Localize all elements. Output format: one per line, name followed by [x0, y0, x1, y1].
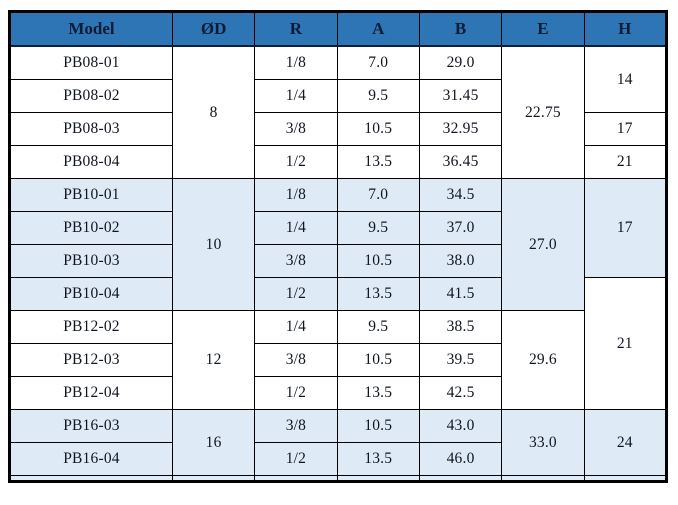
cell-model: PB12-04	[9, 376, 173, 410]
cell-b: 29.0	[418, 45, 503, 80]
table-row: PB10-01 10 1/8 7.0 34.5 27.0 17	[9, 178, 668, 311]
cell-e: 22.75	[501, 45, 585, 179]
cell-b: 37.0	[418, 211, 503, 245]
cell-b: 31.45	[418, 79, 503, 113]
cell-r: 1/8	[254, 178, 338, 212]
table-row: PB10-02 1/4 9.5 37.0	[9, 211, 667, 245]
cell-model	[9, 475, 173, 482]
cell-od	[171, 475, 256, 482]
cell-b: 38.0	[418, 244, 503, 278]
cell-a	[336, 475, 420, 482]
cell-h: 14	[583, 45, 668, 113]
cell-r: 1/4	[254, 211, 338, 245]
cell-h: 24	[583, 409, 668, 476]
cell-r: 3/8	[254, 112, 338, 146]
cell-a: 13.5	[336, 277, 420, 311]
cell-r: 1/8	[254, 45, 338, 80]
cell-od: 12	[171, 310, 256, 410]
cell-model: PB08-02	[9, 79, 173, 113]
cell-od: 8	[171, 45, 256, 179]
cell-a: 10.5	[336, 343, 420, 377]
table-row: PB08-04 1/2 13.5 36.45 21	[9, 145, 668, 179]
cell-b: 36.45	[418, 145, 503, 179]
cell-model: PB10-03	[9, 244, 173, 278]
cell-r: 1/4	[254, 310, 338, 344]
cell-model: PB10-04	[9, 277, 173, 311]
cell-h: 21	[583, 277, 668, 410]
cell-model: PB16-04	[9, 442, 173, 476]
header-row: Model ØD R A B E H	[9, 11, 668, 47]
table-row: PB08-01 8 1/8 7.0 29.0 22.75 14	[9, 45, 668, 179]
column-header-model: Model	[9, 11, 173, 47]
cell-b: 38.5	[418, 310, 503, 344]
cell-model: PB10-02	[9, 211, 173, 245]
spec-table-wrapper: Model ØD R A B E H PB08-01 8 1/8 7.0 29.0 22.75 14 PB…	[8, 10, 668, 483]
cell-model: PB08-03	[9, 112, 173, 146]
spec-table-body: PB08-01 8 1/8 7.0 29.0 22.75 14 PB08-02 1/4 9.5 31…	[9, 45, 668, 482]
cell-r: 3/8	[254, 244, 338, 278]
cell-a: 7.0	[336, 45, 420, 80]
cell-b: 39.5	[418, 343, 503, 377]
cell-model: PB12-02	[9, 310, 173, 344]
cell-b	[418, 475, 503, 482]
column-header-r: R	[254, 11, 338, 47]
cell-r: 1/4	[254, 79, 338, 113]
table-row: PB12-02 12 1/4 9.5 38.5 29.6	[9, 310, 667, 410]
cell-b: 42.5	[418, 376, 503, 410]
table-row: PB08-02 1/4 9.5 31.45	[9, 79, 667, 113]
cell-b: 34.5	[418, 178, 503, 212]
cell-a: 13.5	[336, 442, 420, 476]
cell-h	[583, 475, 668, 482]
cell-b: 32.95	[418, 112, 503, 146]
cell-r: 1/2	[254, 442, 338, 476]
cell-model: PB16-03	[9, 409, 173, 443]
cell-b: 43.0	[418, 409, 503, 443]
cell-od: 10	[171, 178, 256, 311]
cell-e: 33.0	[501, 409, 585, 476]
cell-a: 9.5	[336, 310, 420, 344]
cell-a: 9.5	[336, 211, 420, 245]
cell-b: 46.0	[418, 442, 503, 476]
column-header-b: B	[418, 11, 503, 47]
cell-a: 7.0	[336, 178, 420, 212]
cell-e	[501, 475, 585, 482]
cell-model: PB08-04	[9, 145, 173, 179]
cell-r: 1/2	[254, 277, 338, 311]
cell-b: 41.5	[418, 277, 503, 311]
cell-h: 17	[583, 178, 668, 278]
cell-r: 1/2	[254, 145, 338, 179]
cell-h: 17	[583, 112, 668, 146]
column-header-od: ØD	[171, 11, 256, 47]
cell-e: 27.0	[501, 178, 585, 311]
table-row: PB10-04 1/2 13.5 41.5 21	[9, 277, 668, 410]
cell-a: 9.5	[336, 79, 420, 113]
cell-model: PB08-01	[9, 45, 173, 80]
cell-r: 1/2	[254, 376, 338, 410]
table-row: PB16-04 1/2 13.5 46.0	[9, 442, 667, 476]
cell-od: 16	[171, 409, 256, 476]
cell-e: 29.6	[501, 310, 585, 410]
cell-a: 10.5	[336, 409, 420, 443]
cell-a: 10.5	[336, 112, 420, 146]
table-row: PB12-04 1/2 13.5 42.5	[9, 376, 667, 410]
table-row: PB10-03 3/8 10.5 38.0	[9, 244, 667, 278]
cell-r: 3/8	[254, 343, 338, 377]
spacer-row	[9, 475, 668, 482]
cell-h: 21	[583, 145, 668, 179]
cell-model: PB12-03	[9, 343, 173, 377]
cell-a: 10.5	[336, 244, 420, 278]
cell-r: 3/8	[254, 409, 338, 443]
cell-a: 13.5	[336, 145, 420, 179]
column-header-h: H	[583, 11, 668, 47]
spec-table: Model ØD R A B E H PB08-01 8 1/8 7.0 29.0 22.75 14 PB…	[8, 10, 668, 483]
table-row: PB08-03 3/8 10.5 32.95 17	[9, 112, 668, 146]
column-header-e: E	[501, 11, 585, 47]
cell-r	[254, 475, 338, 482]
cell-a: 13.5	[336, 376, 420, 410]
cell-model: PB10-01	[9, 178, 173, 212]
table-row: PB16-03 16 3/8 10.5 43.0 33.0 24	[9, 409, 668, 476]
column-header-a: A	[336, 11, 420, 47]
